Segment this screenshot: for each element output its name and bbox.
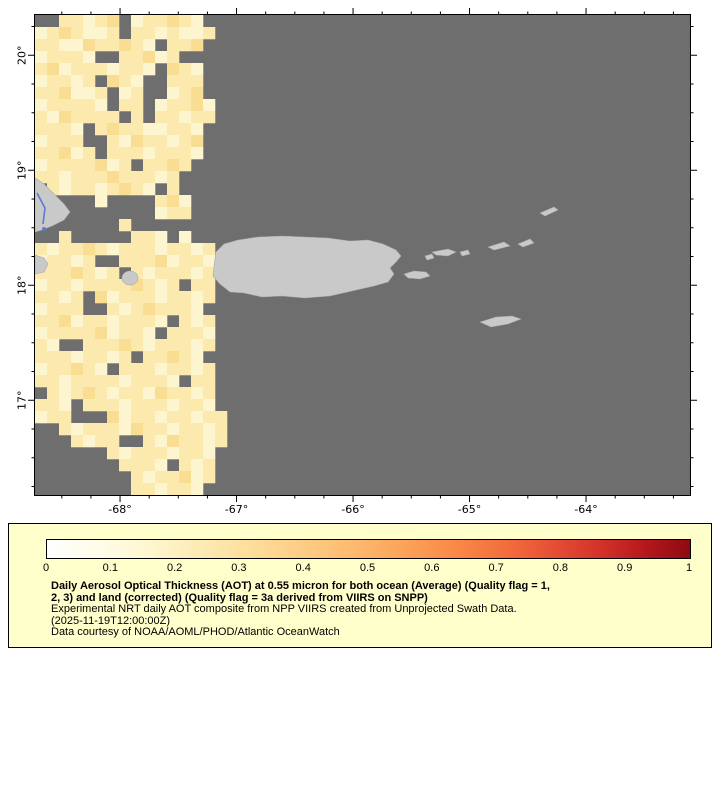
map-data-layer [35,15,559,495]
map-canvas [34,14,691,496]
colorbar-tick-label: 0.6 [424,562,440,574]
lat-tick-label: 18° [16,276,29,296]
colorbar-tick-label: 0 [42,562,50,574]
legend-courtesy: Data courtesy of NOAA/AOML/PHOD/Atlantic… [51,626,340,639]
island-st-thomas [431,248,457,257]
colorbar-tick-label: 0.4 [295,562,311,574]
lon-tick-label: -66° [341,503,364,516]
island-culebra [424,253,435,261]
colorbar-tick-label: 0.5 [359,562,376,574]
legend-caption: Daily Aerosol Optical Thickness (AOT) at… [51,580,701,639]
colorbar-tick-label: 0.9 [617,562,633,574]
colorbar-tick-label: 0.1 [102,562,118,574]
lat-tick-label: 17° [16,391,29,411]
lon-tick-label: -67° [225,503,248,516]
colorbar-tick-labels: 0 0.1 0.2 0.3 0.4 0.5 0.6 0.7 0.8 0.9 1 [42,562,693,575]
legend-title-line1: Daily Aerosol Optical Thickness (AOT) at… [51,580,550,592]
legend-timestamp: (2025-11-19T12:00:00Z) [51,614,171,627]
island-anegada [539,206,559,217]
lon-tick-label: -68° [108,503,131,516]
colorbar-tick-label: 0.8 [552,562,569,574]
axes-layer: 20° 19° 18° 17° -68° -67° -66° -65° -64° [16,8,697,516]
legend-description: Experimental NRT daily AOT composite fro… [51,603,517,616]
island-st-john [459,249,471,257]
colorbar [46,539,691,559]
lat-tick-label: 19° [16,161,29,181]
colorbar-tick-label: 1 [685,562,693,574]
aot-pixel-cells [35,15,228,495]
island-hispaniola-southeast-coast [35,254,49,275]
island-virgin-gorda [517,238,535,248]
colorbar-tick-label: 0.3 [231,562,247,574]
island-vieques [403,270,431,280]
coastal-river-line [36,192,46,225]
island-st-croix [479,315,522,328]
colorbar-tick-label: 0.2 [166,562,183,574]
island-mona-island [121,270,139,286]
coastal-lagoon-dot [42,227,46,231]
lon-tick-label: -64° [574,503,597,516]
island-tortola [487,241,511,251]
colorbar-tick-label: 0.7 [488,562,504,574]
lat-tick-label: 20° [16,46,29,66]
island-puerto-rico [212,235,402,299]
lon-tick-label: -65° [458,503,481,516]
map-region: 20° 19° 18° 17° -68° -67° -66° -65° -64° [16,8,697,516]
legend-panel: 0 0.1 0.2 0.3 0.4 0.5 0.6 0.7 0.8 0.9 1 Daily Aero… [8,523,712,648]
legend-title-line2: 2, 3) and land (corrected) (Quality flag… [51,591,428,604]
